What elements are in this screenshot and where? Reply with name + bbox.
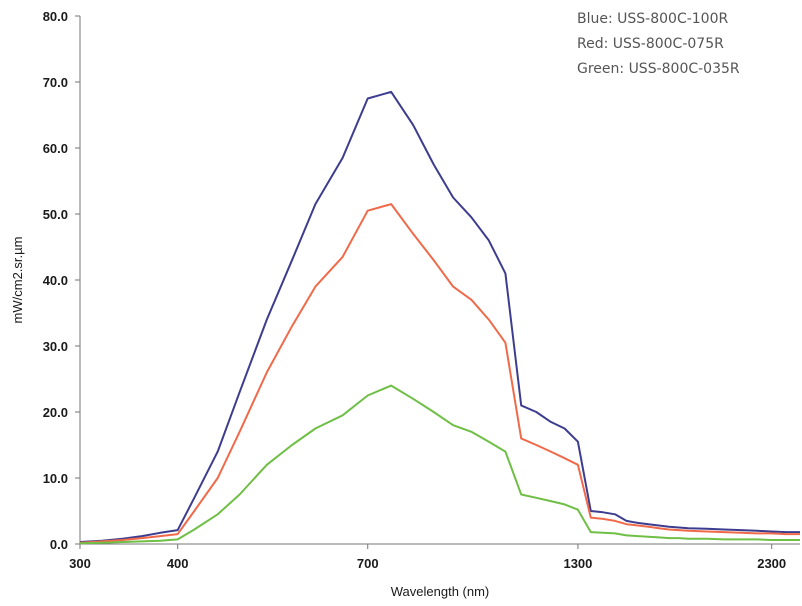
y-tick-label: 10.0 (43, 471, 68, 486)
y-tick-label: 0.0 (50, 537, 68, 552)
y-tick-label: 60.0 (43, 141, 68, 156)
y-ticks: 0.0 10.0 20.0 30.0 40.0 50.0 60.0 70.0 80.0 (43, 9, 80, 552)
series-line-red (79, 203, 800, 544)
series-group (79, 90, 800, 545)
x-axis-title: Wavelength (nm) (391, 584, 490, 599)
y-tick-label: 30.0 (43, 339, 68, 354)
y-tick-label: 70.0 (43, 75, 68, 90)
x-tick-label: 2300 (757, 556, 786, 571)
x-tick-label: 700 (357, 556, 379, 571)
y-axis-title: mW/cm2.sr.µm (10, 237, 25, 324)
series-line-blue (79, 90, 800, 543)
x-tick-label: 1300 (563, 556, 592, 571)
series-line-green (79, 384, 800, 545)
x-ticks: 300 400 700 1300 2300 (69, 544, 786, 571)
y-tick-label: 20.0 (43, 405, 68, 420)
x-tick-label: 300 (69, 556, 91, 571)
legend-line-blue: Blue: USS-800C-100R (577, 11, 728, 27)
y-tick-label: 40.0 (43, 273, 68, 288)
legend: Blue: USS-800C-100R Red: USS-800C-075R G… (577, 11, 740, 77)
y-tick-label: 50.0 (43, 207, 68, 222)
legend-line-green: Green: USS-800C-035R (577, 61, 740, 77)
axes (79, 16, 800, 545)
y-tick-label: 80.0 (43, 9, 68, 24)
x-tick-label: 400 (167, 556, 189, 571)
legend-line-red: Red: USS-800C-075R (577, 36, 724, 52)
